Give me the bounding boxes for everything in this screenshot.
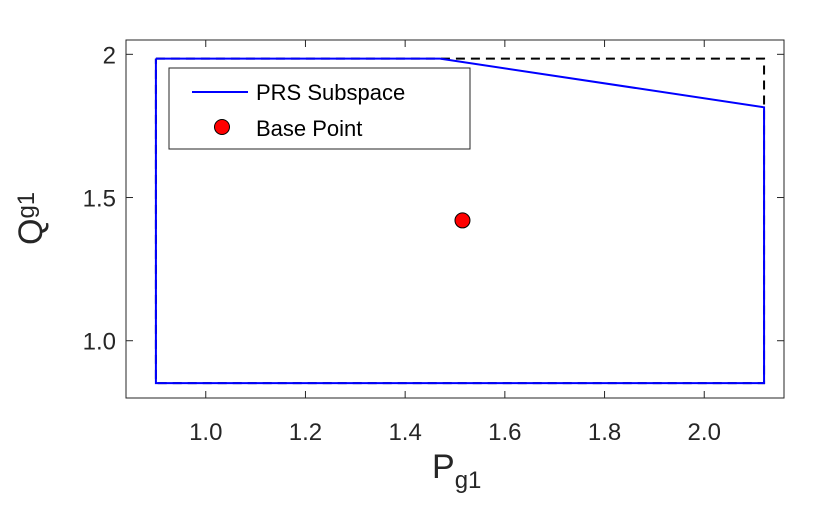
prs-subspace-line — [154, 57, 766, 385]
y-axis-label: Qg1 — [12, 192, 50, 245]
y-tick-label: 1.0 — [83, 329, 116, 356]
plot-frame — [125, 39, 785, 399]
x-tick-label: 1.2 — [289, 419, 322, 446]
legend-label-base-point: Base Point — [256, 116, 362, 141]
x-axis-label: Pg1 — [432, 448, 481, 494]
axis-ticks: 1.0 1.2 1.4 1.6 1.8 2.0 1.0 1.5 2 — [83, 40, 784, 446]
x-tick-label: 1.8 — [588, 419, 621, 446]
y-tick-label: 2 — [103, 42, 116, 69]
legend: PRS Subspace Base Point — [168, 67, 471, 150]
x-tick-label: 1.6 — [488, 419, 521, 446]
base-point-marker — [454, 212, 471, 229]
legend-box — [168, 67, 471, 150]
legend-point-swatch — [214, 119, 230, 135]
x-tick-label: 1.0 — [189, 419, 222, 446]
data-marks — [154, 57, 766, 385]
x-tick-label: 2.0 — [688, 419, 721, 446]
legend-label-prs-subspace: PRS Subspace — [256, 80, 405, 105]
y-tick-label: 1.5 — [83, 186, 116, 213]
x-tick-label: 1.4 — [388, 419, 421, 446]
